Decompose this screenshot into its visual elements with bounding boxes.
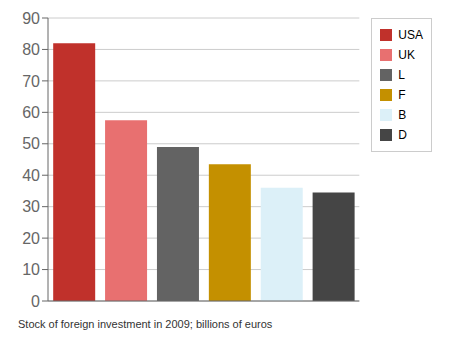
- html-text:F: F: [398, 88, 406, 102]
- svg-text:70: 70: [22, 73, 40, 90]
- svg-text:30: 30: [22, 198, 40, 215]
- svg-text:20: 20: [22, 230, 40, 247]
- html-text:B: B: [398, 108, 407, 122]
- svg-text:90: 90: [22, 10, 40, 27]
- svg-text:10: 10: [22, 261, 40, 278]
- html-text:USA: USA: [398, 28, 423, 42]
- html-text:D: D: [398, 128, 407, 142]
- svg-text:80: 80: [22, 41, 40, 58]
- html-text:L: L: [398, 68, 405, 82]
- svg-text:50: 50: [22, 135, 40, 152]
- html-text:UK: UK: [398, 48, 415, 62]
- svg-text:0: 0: [31, 293, 40, 310]
- html-text:Stock of foreign investment in: Stock of foreign investment in 2009; bil…: [18, 318, 273, 330]
- svg-text:60: 60: [22, 104, 40, 121]
- svg-text:40: 40: [22, 167, 40, 184]
